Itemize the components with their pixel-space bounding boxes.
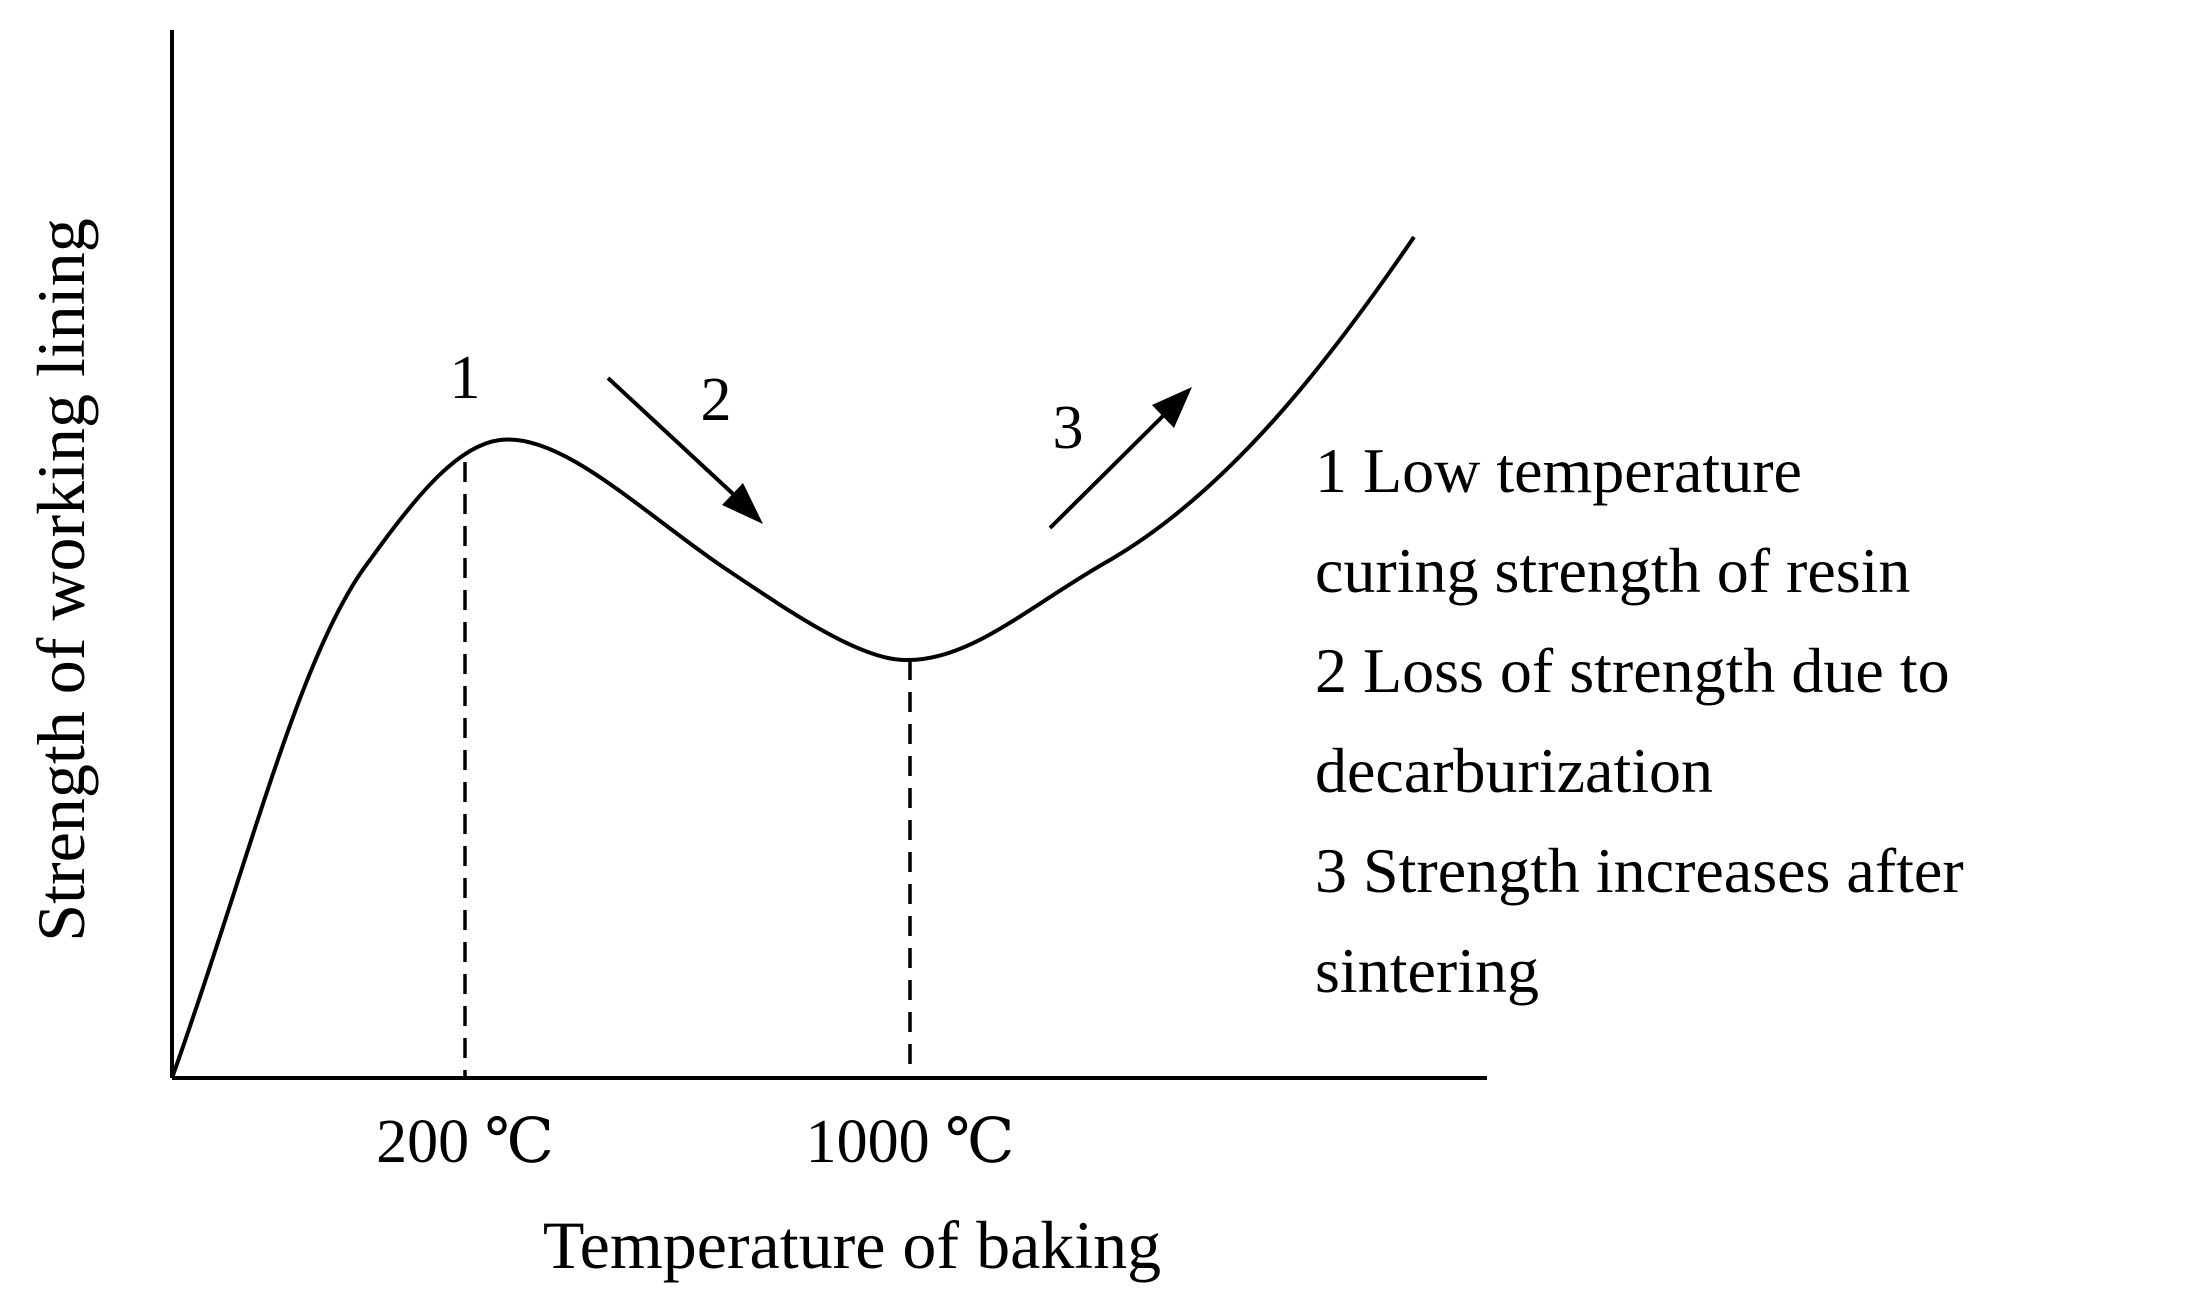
legend-line-1: 1 Low temperature <box>1315 435 1802 506</box>
stage-marker-3: 3 <box>1053 394 1084 462</box>
x-tick-label-1000: 1000 ℃ <box>806 1108 1015 1176</box>
arrow-2-head-icon <box>722 483 763 524</box>
legend: 1 Low temperature curing strength of res… <box>1315 435 1964 1006</box>
legend-line-2: curing strength of resin <box>1315 535 1910 606</box>
arrow-3-head-icon <box>1152 387 1192 428</box>
legend-line-5: 3 Strength increases after <box>1315 835 1964 906</box>
stage-marker-2: 2 <box>701 366 732 434</box>
x-tick-label-200: 200 ℃ <box>376 1108 554 1176</box>
legend-line-3: 2 Loss of strength due to <box>1315 635 1950 706</box>
y-axis-label: Strength of working lining <box>23 218 99 941</box>
legend-line-6: sintering <box>1315 935 1539 1006</box>
strength-curve <box>170 235 1416 1079</box>
arrow-3-icon <box>1048 405 1174 530</box>
arrow-2-icon <box>606 376 747 507</box>
x-axis-label: Temperature of baking <box>543 1207 1161 1283</box>
legend-line-4: decarburization <box>1315 735 1713 806</box>
stage-marker-1: 1 <box>450 344 481 412</box>
